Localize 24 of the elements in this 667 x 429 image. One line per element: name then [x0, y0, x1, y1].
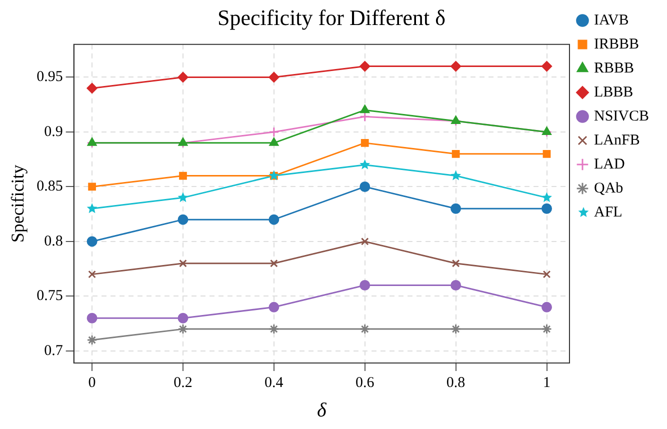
legend-label: RBBB — [594, 60, 634, 76]
x-tick-label: 0 — [88, 374, 96, 391]
y-tick-label: 0.8 — [44, 233, 63, 250]
legend-label: LAD — [594, 156, 625, 172]
legend-label: LAnFB — [594, 132, 640, 148]
x-axis-title: δ — [317, 399, 328, 422]
legend-label: AFL — [594, 204, 622, 220]
y-tick-label: 0.7 — [44, 342, 64, 359]
legend-label: LBBB — [594, 84, 634, 100]
y-tick-label: 0.9 — [44, 124, 63, 140]
legend-label: QAb — [594, 180, 624, 196]
y-tick-label: 0.85 — [36, 178, 63, 195]
legend-label: NSIVCB — [594, 108, 650, 124]
x-tick-label: 0.4 — [264, 374, 284, 391]
chart-title: Specificity for Different δ — [217, 4, 446, 30]
x-tick-label: 0.8 — [446, 374, 466, 391]
legend-label: IRBBB — [594, 36, 640, 52]
x-tick-label: 1 — [543, 374, 550, 391]
x-tick-label: 0.2 — [174, 374, 192, 391]
y-tick-label: 0.95 — [36, 69, 63, 86]
y-axis-title: Specificity — [8, 164, 28, 243]
x-tick-label: 0.6 — [355, 374, 375, 391]
legend-label: IAVB — [594, 12, 629, 28]
y-tick-label: 0.75 — [36, 288, 63, 304]
